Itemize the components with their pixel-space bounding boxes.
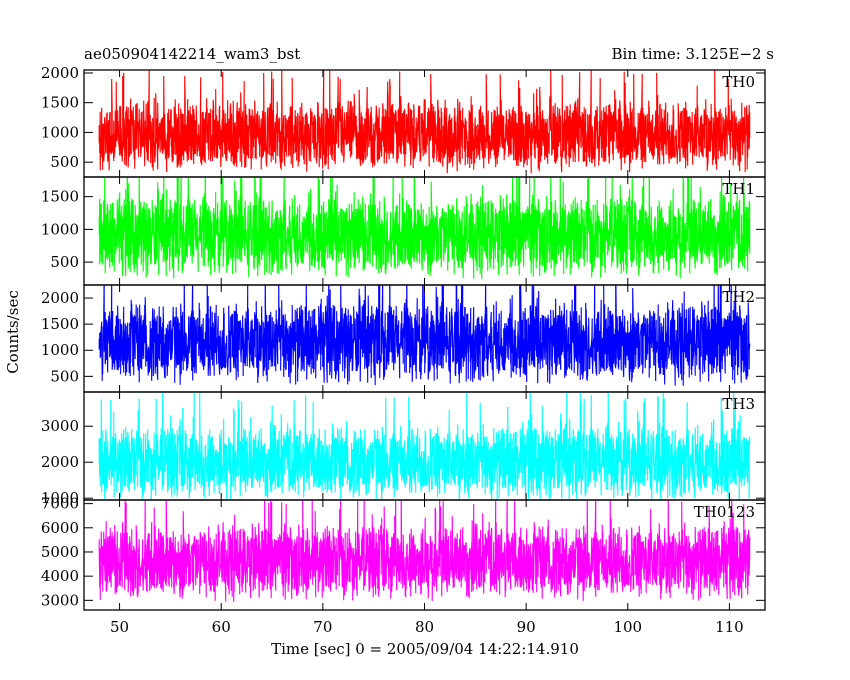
y-tick-label: 2000 (41, 289, 79, 307)
x-tick-label: 100 (613, 618, 642, 636)
y-tick-label: 500 (50, 253, 79, 271)
panel-th3: 1000 2000 3000 TH3 (41, 391, 766, 507)
y-tick-label: 2000 (41, 453, 79, 471)
series-th0 (98, 70, 751, 174)
y-tick-label: 1000 (41, 489, 79, 507)
x-tick-label: 60 (212, 618, 231, 636)
x-tick-label: 80 (415, 618, 434, 636)
y-tick-label: 1500 (41, 188, 79, 206)
y-tick-label: 500 (50, 153, 79, 171)
chart-title-right: Bin time: 3.125E−2 s (612, 45, 774, 63)
y-tick-label: 500 (50, 367, 79, 385)
x-tick-label: 70 (313, 618, 332, 636)
y-tick-label: 2000 (41, 64, 79, 82)
y-tick-label: 1500 (41, 94, 79, 112)
y-tick-label: 4000 (41, 567, 79, 585)
y-tick-label: 1000 (41, 341, 79, 359)
x-axis-label: Time [sec] 0 = 2005/09/04 14:22:14.910 (271, 640, 579, 658)
panel-label: TH0 (722, 73, 755, 91)
y-tick-label: 3000 (41, 591, 79, 609)
panel-label: TH0123 (694, 503, 755, 521)
y-tick-label: 5000 (41, 543, 79, 561)
panel-th1: 500 1000 1500 TH1 (41, 176, 766, 286)
series-th0123 (98, 500, 751, 602)
panel-th0: 500 1000 1500 2000 TH0 (41, 64, 766, 178)
panel-th0123: 3000 4000 5000 6000 7000 TH0123 (41, 495, 766, 611)
x-tick-label: 110 (715, 618, 744, 636)
panel-label: TH3 (722, 395, 755, 413)
panel-th2: 500 1000 1500 2000 TH2 (41, 284, 766, 393)
series-th2 (98, 285, 751, 386)
chart-title-left: ae050904142214_wam3_bst (84, 45, 300, 63)
y-tick-label: 1000 (41, 220, 79, 238)
y-tick-label: 1000 (41, 123, 79, 141)
y-axis-label: Counts/sec (4, 290, 22, 374)
x-tick-label: 50 (110, 618, 129, 636)
y-tick-label: 3000 (41, 417, 79, 435)
y-tick-label: 1500 (41, 315, 79, 333)
y-tick-label: 6000 (41, 519, 79, 537)
x-tick-label: 90 (517, 618, 536, 636)
panel-label: TH1 (722, 180, 755, 198)
series-th1 (98, 177, 751, 280)
y-tick-label: 7000 (41, 495, 79, 513)
x-axis: 50 60 70 80 90 100 110 (110, 618, 744, 636)
series-th3 (98, 392, 751, 500)
panel-label: TH2 (722, 288, 755, 306)
